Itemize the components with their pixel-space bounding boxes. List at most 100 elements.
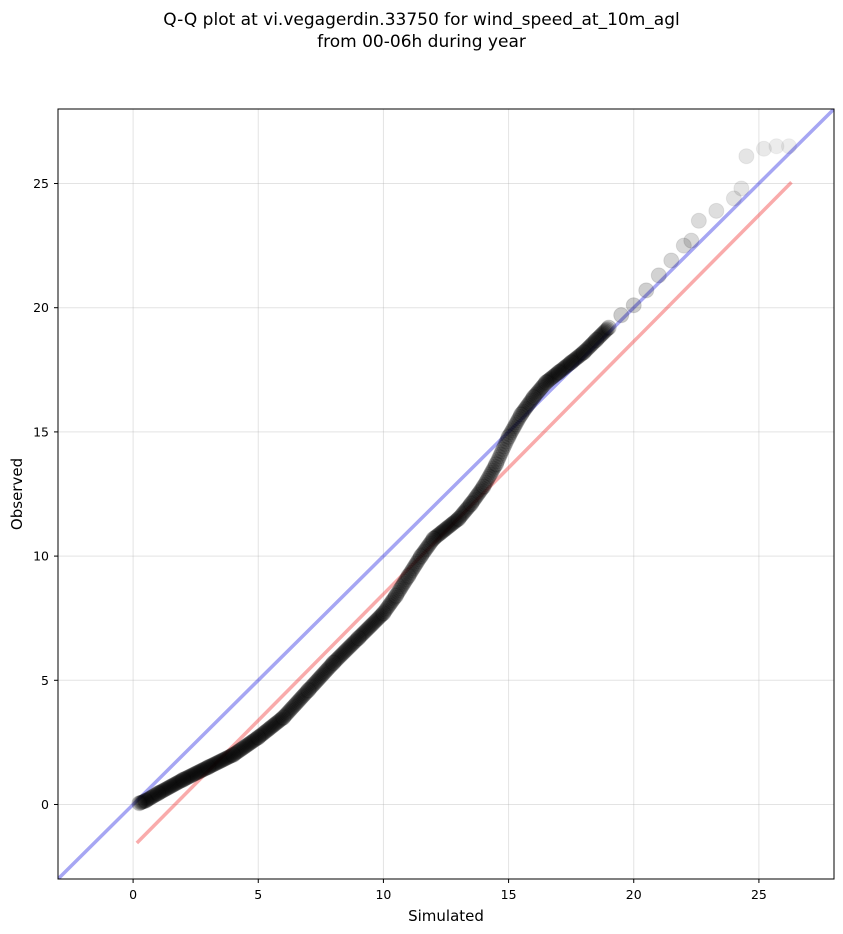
- quantile-point: [594, 326, 610, 342]
- quantile-point: [141, 791, 157, 807]
- quantile-point: [320, 661, 336, 677]
- quantile-point: [158, 781, 174, 797]
- quantile-point: [406, 559, 422, 575]
- quantile-point: [315, 666, 331, 682]
- quantile-point: [213, 753, 229, 769]
- quantile-point: [379, 600, 395, 616]
- quantile-point: [308, 674, 324, 690]
- quantile-point: [457, 503, 473, 519]
- quantile-point: [182, 768, 198, 784]
- quantile-point: [312, 670, 328, 686]
- quantile-point: [481, 468, 497, 484]
- quantile-point: [496, 439, 512, 455]
- quantile-point: [509, 415, 525, 431]
- quantile-point: [383, 594, 399, 610]
- quantile-point: [284, 700, 300, 716]
- quantile-point: [166, 777, 182, 793]
- quantile-point: [530, 384, 546, 400]
- quantile-point: [267, 716, 283, 732]
- quantile-point: [410, 554, 426, 570]
- y-axis-label: Observed: [8, 458, 26, 530]
- quantile-point: [286, 698, 302, 714]
- quantile-point: [220, 750, 236, 766]
- quantile-point: [356, 624, 372, 640]
- quantile-point: [421, 537, 437, 553]
- quantile-point: [333, 647, 349, 663]
- quantile-point: [536, 377, 552, 393]
- quantile-point: [255, 726, 271, 742]
- quantile-point: [600, 319, 617, 336]
- quantile-point: [471, 485, 487, 501]
- quantile-point: [532, 381, 548, 397]
- quantile-point: [134, 794, 150, 810]
- quantile-point: [520, 397, 536, 413]
- quantile-point: [523, 392, 539, 408]
- quantile-point: [275, 709, 292, 726]
- quantile-point: [163, 778, 179, 794]
- quantile-point: [436, 523, 452, 539]
- quantile-point: [392, 581, 408, 597]
- quantile-point: [322, 659, 338, 675]
- quantile-point: [544, 370, 560, 386]
- quantile-point: [418, 542, 434, 558]
- quantile-point: [328, 653, 344, 669]
- quantile-point: [248, 731, 264, 747]
- x-tick-label: 5: [254, 887, 262, 902]
- quantile-point: [550, 364, 567, 381]
- quantile-point: [218, 750, 234, 766]
- quantile-point: [289, 695, 305, 711]
- quantile-point: [371, 610, 387, 626]
- quantile-point: [396, 575, 412, 591]
- quantile-point: [225, 746, 242, 763]
- quantile-point: [491, 449, 507, 465]
- quantile-point: [291, 692, 307, 708]
- quantile-point: [590, 330, 606, 346]
- quantile-point: [370, 611, 386, 627]
- quantile-point: [522, 394, 538, 410]
- quantile-point: [484, 464, 500, 480]
- quantile-point: [439, 520, 455, 536]
- quantile-point: [578, 342, 594, 358]
- quantile-point: [297, 686, 313, 702]
- quantile-point: [511, 411, 527, 427]
- quantile-point: [232, 742, 248, 758]
- quantile-point: [585, 335, 601, 351]
- quantile-point: [319, 662, 335, 678]
- quantile-point: [307, 675, 323, 691]
- quantile-point: [208, 755, 224, 771]
- quantile-point: [510, 413, 526, 429]
- quantile-point: [149, 786, 165, 802]
- quantile-point: [531, 382, 547, 398]
- x-axis-label: Simulated: [408, 907, 484, 925]
- quantile-point: [414, 547, 430, 563]
- x-tick-label: 15: [501, 887, 517, 902]
- quantile-point: [237, 739, 253, 755]
- quantile-point: [446, 514, 462, 530]
- quantile-point: [454, 507, 470, 523]
- quantile-point: [323, 657, 339, 673]
- quantile-point: [503, 425, 519, 441]
- quantile-point: [470, 486, 486, 502]
- quantile-point: [191, 764, 207, 780]
- quantile-point: [253, 728, 269, 744]
- quantile-point: [595, 325, 611, 341]
- quantile-point: [167, 776, 183, 792]
- quantile-point: [200, 759, 217, 776]
- quantile-point: [341, 639, 357, 655]
- quantile-point: [295, 688, 311, 704]
- quantile-point: [334, 646, 350, 662]
- quantile-point: [338, 642, 354, 658]
- quantile-point: [553, 362, 569, 378]
- quantile-point: [561, 356, 577, 372]
- quantile-point: [517, 402, 533, 418]
- quantile-point: [374, 606, 390, 622]
- x-tick-label: 25: [751, 887, 767, 902]
- quantile-point: [133, 794, 149, 810]
- quantile-point: [507, 417, 523, 433]
- quantile-point: [210, 754, 226, 770]
- quantile-point: [288, 696, 304, 712]
- quantile-point: [404, 563, 420, 579]
- quantile-point: [195, 762, 211, 778]
- quantile-point: [292, 691, 308, 707]
- quantile-point: [298, 685, 314, 701]
